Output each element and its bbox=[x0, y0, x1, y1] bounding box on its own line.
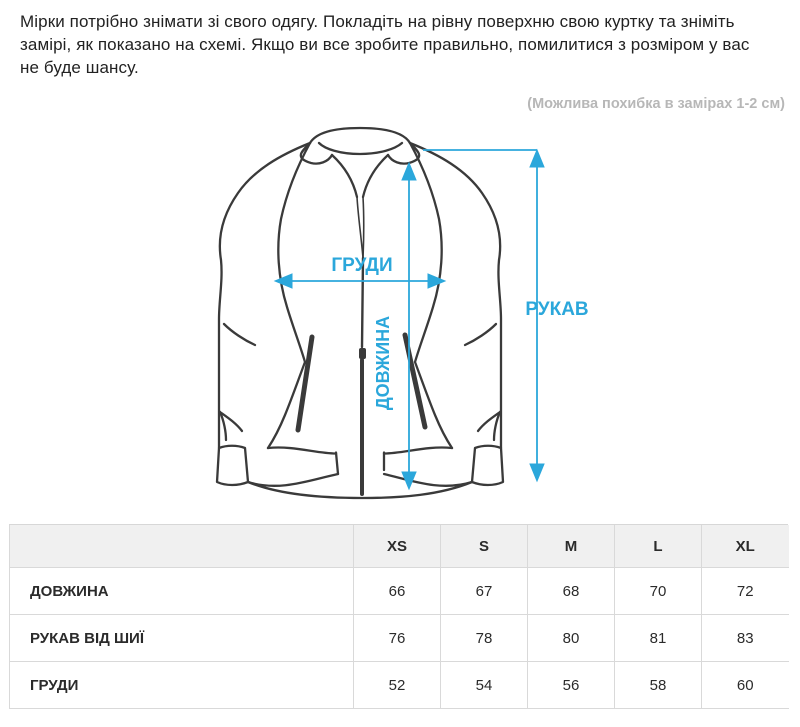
svg-text:ГРУДИ: ГРУДИ bbox=[331, 255, 392, 276]
svg-text:РУКАВ: РУКАВ bbox=[525, 299, 588, 320]
svg-text:ДОВЖИНА: ДОВЖИНА bbox=[373, 316, 393, 410]
